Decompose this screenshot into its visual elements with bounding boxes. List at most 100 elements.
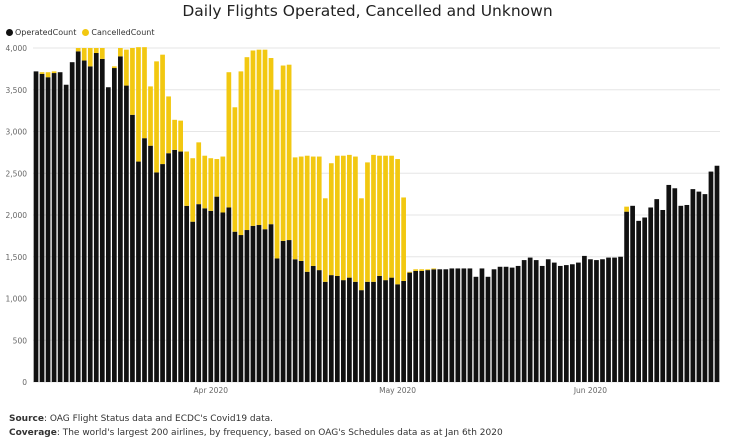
legend-item-operated[interactable]: OperatedCount [6,28,76,37]
bar-cancelled[interactable] [292,157,298,260]
bar-operated[interactable] [268,224,274,382]
bar-operated[interactable] [274,258,280,382]
bar-operated[interactable] [292,259,298,382]
legend-item-cancelled[interactable]: CancelledCount [82,28,154,37]
bar-cancelled[interactable] [184,151,190,206]
bar-cancelled[interactable] [130,48,135,115]
bar-cancelled[interactable] [334,155,340,276]
bar-operated[interactable] [654,199,660,382]
bar-operated[interactable] [365,281,370,382]
bar-cancelled[interactable] [118,48,123,57]
bar-operated[interactable] [172,149,177,382]
bar-operated[interactable] [533,260,539,382]
bar-operated[interactable] [431,269,437,382]
bar-operated[interactable] [154,172,159,382]
bar-cancelled[interactable] [196,142,202,205]
bar-cancelled[interactable] [407,271,412,273]
bar-operated[interactable] [214,196,220,382]
bar-operated[interactable] [594,260,599,382]
bar-operated[interactable] [322,281,328,382]
bar-cancelled[interactable] [250,50,256,226]
bar-operated[interactable] [497,266,503,382]
bar-cancelled[interactable] [142,47,147,139]
bar-operated[interactable] [600,259,605,382]
bar-cancelled[interactable] [268,58,274,225]
bar-cancelled[interactable] [328,163,334,276]
bar-operated[interactable] [69,62,75,382]
bar-operated[interactable] [341,280,346,382]
bar-operated[interactable] [503,266,509,382]
bar-operated[interactable] [425,270,431,382]
bar-cancelled[interactable] [160,54,165,165]
bar-operated[interactable] [190,221,196,382]
bar-cancelled[interactable] [154,61,159,173]
bar-cancelled[interactable] [75,48,81,52]
bar-operated[interactable] [328,275,334,382]
bar-operated[interactable] [136,161,141,382]
bar-operated[interactable] [81,60,87,383]
bar-operated[interactable] [527,257,533,382]
bar-operated[interactable] [684,204,690,382]
bar-operated[interactable] [539,265,545,382]
bar-cancelled[interactable] [304,155,310,272]
bar-cancelled[interactable] [377,155,382,276]
bar-operated[interactable] [636,220,641,382]
bar-operated[interactable] [395,284,400,382]
bar-cancelled[interactable] [136,47,141,162]
bar-operated[interactable] [383,280,388,382]
bar-operated[interactable] [220,212,226,382]
bar-operated[interactable] [570,264,575,382]
bar-cancelled[interactable] [347,154,352,278]
bar-operated[interactable] [702,194,708,382]
bar-operated[interactable] [461,268,467,382]
bar-cancelled[interactable] [190,158,196,222]
bar-operated[interactable] [407,272,412,382]
bar-operated[interactable] [389,277,394,382]
bar-operated[interactable] [160,164,165,382]
bar-cancelled[interactable] [93,48,99,54]
bar-operated[interactable] [286,240,292,382]
bar-operated[interactable] [196,204,202,382]
bar-cancelled[interactable] [383,155,388,281]
bar-operated[interactable] [208,210,214,382]
bar-operated[interactable] [75,51,81,383]
bar-cancelled[interactable] [419,269,425,271]
bar-operated[interactable] [401,280,406,382]
bar-operated[interactable] [672,188,678,382]
bar-cancelled[interactable] [256,49,262,226]
bar-cancelled[interactable] [274,89,280,259]
bar-cancelled[interactable] [81,48,87,61]
bar-operated[interactable] [642,217,648,382]
bar-operated[interactable] [648,207,654,382]
bar-operated[interactable] [551,262,557,382]
bar-cancelled[interactable] [148,86,153,146]
bar-operated[interactable] [280,240,286,382]
bar-operated[interactable] [310,265,316,382]
bar-cancelled[interactable] [286,64,292,241]
bar-operated[interactable] [612,257,617,382]
bar-operated[interactable] [57,72,63,382]
bar-cancelled[interactable] [341,155,346,281]
bar-operated[interactable] [485,276,491,382]
bar-operated[interactable] [353,281,358,382]
bar-cancelled[interactable] [226,72,232,208]
bar-operated[interactable] [347,277,352,382]
bar-operated[interactable] [467,268,473,382]
bar-operated[interactable] [250,225,256,382]
bar-cancelled[interactable] [238,71,244,236]
bar-operated[interactable] [33,71,39,382]
bar-operated[interactable] [256,225,262,382]
bar-operated[interactable] [178,151,183,382]
bar-operated[interactable] [112,68,117,382]
bar-operated[interactable] [708,171,714,382]
bar-operated[interactable] [455,268,461,382]
bar-cancelled[interactable] [298,156,304,261]
bar-operated[interactable] [298,260,304,382]
bar-operated[interactable] [316,270,322,382]
bar-cancelled[interactable] [431,268,437,270]
bar-operated[interactable] [359,290,364,382]
bar-operated[interactable] [618,256,623,382]
bar-cancelled[interactable] [202,155,208,209]
bar-operated[interactable] [509,267,515,382]
bar-operated[interactable] [334,275,340,382]
